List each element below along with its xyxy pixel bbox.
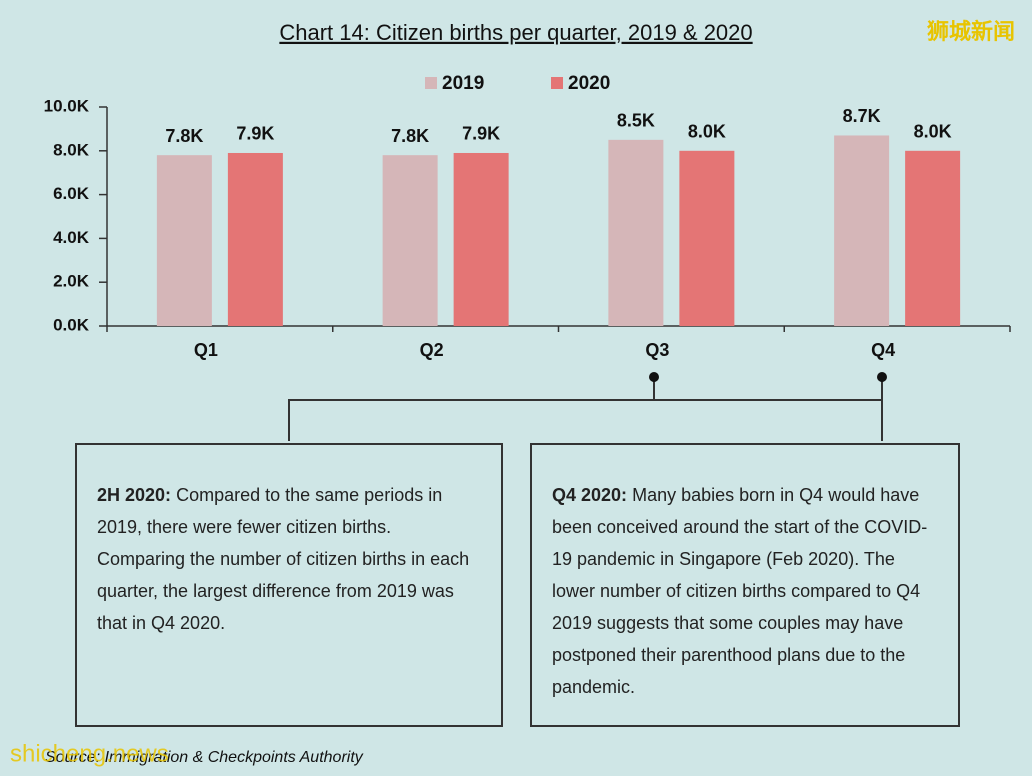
- connector: [288, 377, 883, 441]
- annotation-box: Q4 2020: Many babies born in Q4 would ha…: [530, 443, 960, 727]
- data-label: 8.7K: [843, 106, 881, 126]
- y-tick-label: 2.0K: [53, 272, 90, 291]
- bar: [834, 135, 890, 326]
- x-tick-label: Q3: [645, 340, 669, 360]
- bar: [227, 152, 283, 326]
- bar: [905, 150, 961, 326]
- watermark: shicheng.news: [10, 740, 169, 767]
- annotation-text: Compared to the same periods in 2019, th…: [97, 485, 470, 633]
- y-tick-label: 0.0K: [53, 315, 90, 334]
- data-label: 8.5K: [617, 111, 655, 131]
- x-tick-label: Q2: [420, 340, 444, 360]
- chart-title: Chart 14: Citizen births per quarter, 20…: [279, 20, 752, 45]
- data-label: 8.0K: [688, 122, 726, 142]
- annotation-box: 2H 2020: Compared to the same periods in…: [75, 443, 503, 727]
- data-label: 7.9K: [236, 124, 274, 144]
- bar: [679, 150, 735, 326]
- annotation-heading: 2H 2020:: [97, 485, 172, 505]
- y-tick-label: 4.0K: [53, 228, 90, 247]
- data-label: 8.0K: [914, 122, 952, 142]
- annotation-text: Many babies born in Q4 would have been c…: [552, 485, 928, 697]
- y-tick-label: 6.0K: [53, 184, 90, 203]
- legend-swatch: [551, 77, 563, 89]
- y-tick-label: 10.0K: [44, 96, 90, 115]
- connector-dot: [649, 372, 659, 382]
- x-tick-label: Q1: [194, 340, 218, 360]
- legend-label: 2019: [442, 73, 484, 94]
- x-tick-label: Q4: [871, 340, 895, 360]
- bar: [156, 155, 212, 326]
- watermark: 狮城新闻: [927, 19, 1015, 44]
- bar: [382, 155, 438, 326]
- data-label: 7.8K: [391, 126, 429, 146]
- legend-label: 2020: [568, 73, 610, 94]
- connector-dot: [877, 372, 887, 382]
- data-label: 7.8K: [165, 126, 203, 146]
- y-tick-label: 8.0K: [53, 140, 90, 159]
- legend-swatch: [425, 77, 437, 89]
- source: Source: Immigration & Checkpoints Author…: [45, 749, 364, 766]
- data-label: 7.9K: [462, 124, 500, 144]
- annotation-heading: Q4 2020:: [552, 485, 628, 505]
- bar: [608, 139, 664, 326]
- bar: [453, 152, 509, 326]
